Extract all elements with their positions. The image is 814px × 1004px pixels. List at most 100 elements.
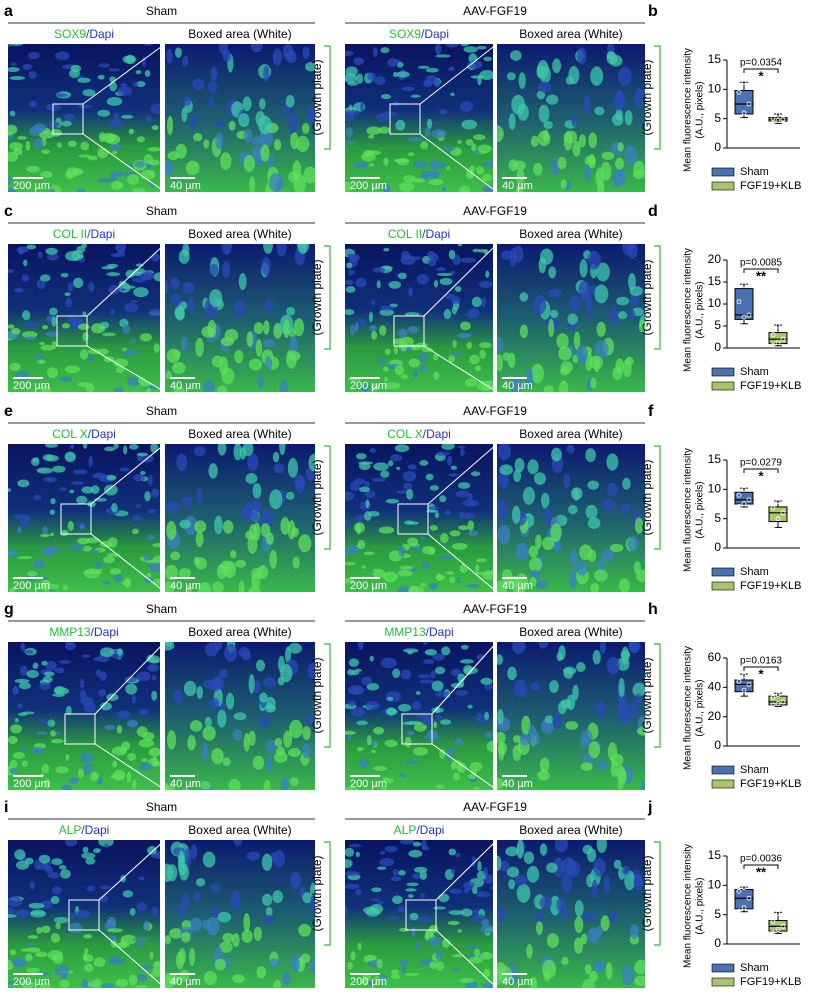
cell <box>507 666 517 681</box>
cell <box>97 109 111 117</box>
cell <box>345 858 353 869</box>
cell <box>567 313 578 325</box>
p-value: p=0.0085 <box>740 258 782 269</box>
counterstain-name: /Dapi <box>91 625 119 639</box>
cell <box>132 187 146 192</box>
cell <box>292 556 300 569</box>
cell <box>367 134 375 139</box>
cell <box>79 524 85 530</box>
significance-bracket <box>743 68 779 73</box>
cell <box>441 444 455 451</box>
cell <box>345 847 355 857</box>
cell <box>483 968 491 978</box>
cell <box>17 246 25 255</box>
cell <box>117 86 133 96</box>
panel-letter: j <box>647 799 652 816</box>
cell <box>594 106 605 116</box>
cell <box>460 448 465 457</box>
cell <box>355 851 360 858</box>
cell <box>65 753 70 761</box>
cell <box>249 176 256 192</box>
overview-image <box>8 642 160 790</box>
cell <box>81 852 96 859</box>
cell <box>553 857 565 878</box>
cell <box>195 531 204 548</box>
cell <box>149 951 154 960</box>
cell <box>28 902 45 909</box>
boxed-area <box>64 713 96 745</box>
cell <box>41 925 51 934</box>
cell <box>460 321 471 331</box>
cell <box>150 253 160 262</box>
cell <box>464 888 470 894</box>
cell <box>428 506 439 511</box>
cell <box>112 760 118 768</box>
cell <box>29 881 35 890</box>
cell <box>8 187 16 192</box>
cell <box>73 469 88 475</box>
cell <box>590 583 600 592</box>
cell <box>363 480 370 488</box>
cell <box>255 339 263 357</box>
cell <box>20 746 27 753</box>
scale-label: 40 µm <box>170 976 201 988</box>
cell <box>580 762 593 771</box>
cell <box>108 285 120 295</box>
data-point <box>736 679 742 684</box>
cell <box>450 92 455 97</box>
cell <box>248 358 263 371</box>
zoom-image <box>497 840 645 988</box>
cell <box>87 980 98 988</box>
cell <box>141 758 148 763</box>
cell <box>289 719 303 739</box>
cell <box>65 705 72 716</box>
cell <box>111 502 118 513</box>
cell <box>396 466 401 470</box>
cell <box>411 926 416 938</box>
cell <box>536 920 543 936</box>
growth-plate-bracket <box>654 245 661 350</box>
cell <box>368 311 373 323</box>
cell <box>433 78 441 88</box>
cell <box>8 914 17 918</box>
boxed-area <box>52 103 84 135</box>
cell <box>557 701 567 715</box>
cell <box>172 361 186 374</box>
cell <box>433 906 446 910</box>
cell <box>132 515 142 522</box>
cell <box>87 155 98 161</box>
cell <box>108 68 121 72</box>
region-label: (Growth plate) <box>640 855 654 931</box>
cell <box>286 306 296 316</box>
y-axis-label: Mean fluorescence intensity <box>683 646 694 770</box>
cell <box>364 490 376 498</box>
cell <box>588 153 596 169</box>
cell <box>526 944 533 959</box>
cell <box>21 760 28 767</box>
scale-label: 40 µm <box>170 180 201 192</box>
cell <box>133 287 149 298</box>
data-point <box>741 282 747 288</box>
cell <box>232 974 245 984</box>
cell <box>220 336 235 347</box>
cell <box>428 924 439 934</box>
stain-label: ALP/Dapi <box>59 823 110 837</box>
cell <box>202 379 216 392</box>
zoom-connector <box>86 345 166 393</box>
cell <box>144 491 151 502</box>
cell <box>415 691 421 695</box>
cell <box>46 253 59 261</box>
cell <box>529 576 537 587</box>
cell <box>505 846 519 857</box>
y-tick-label: 60 <box>708 650 722 664</box>
cell <box>407 893 414 899</box>
significance-stars: ** <box>756 268 767 283</box>
image-bg <box>345 244 493 392</box>
cell <box>92 848 101 854</box>
cell <box>458 334 470 338</box>
cell <box>366 126 382 136</box>
cell <box>133 474 145 482</box>
cell <box>391 969 400 975</box>
cell <box>550 523 562 542</box>
